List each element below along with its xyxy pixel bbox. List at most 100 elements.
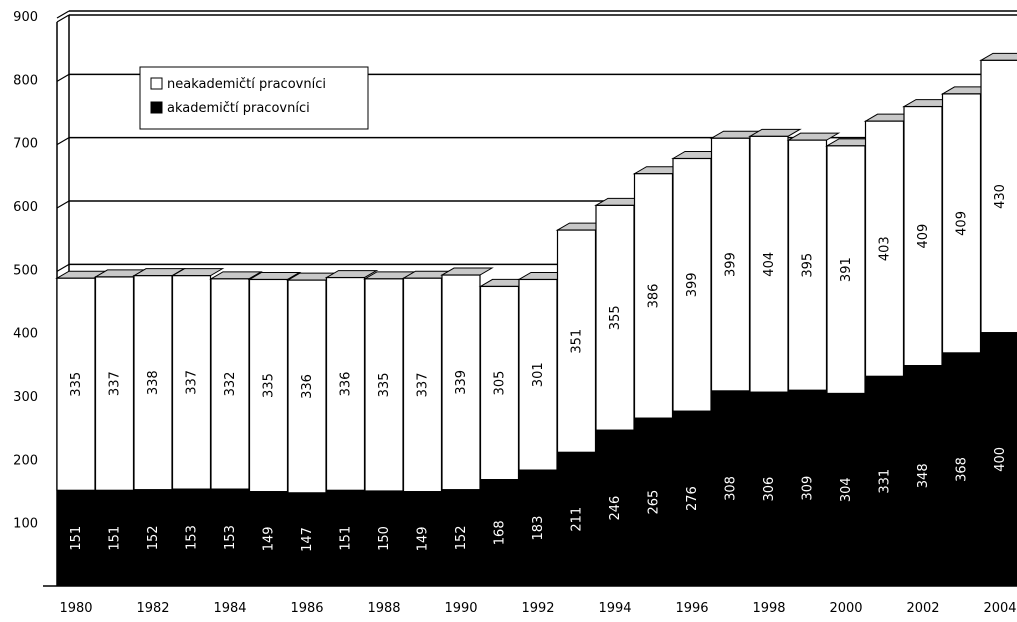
data-label-neakademicti: 301	[531, 362, 546, 387]
gridline	[56, 10, 70, 19]
y-tick-label: 200	[13, 453, 38, 468]
bar-akademicti	[403, 491, 442, 587]
bar-neakademicti	[287, 279, 327, 494]
bar-neakademicti	[133, 275, 173, 491]
data-label-neakademicti: 399	[724, 252, 739, 277]
bar-akademicti	[364, 490, 404, 587]
y-tick-label: 400	[13, 327, 38, 342]
legend-swatch-neakademicti	[150, 77, 163, 90]
data-label-akademicti: 400	[993, 447, 1008, 472]
bar-akademicti	[942, 352, 981, 587]
bar-akademicti	[980, 332, 1017, 587]
data-label-akademicti: 149	[416, 526, 431, 551]
bar-neakademicti	[710, 137, 751, 392]
y-tick-label: 300	[13, 390, 38, 405]
bar-akademicti	[480, 479, 519, 587]
y-tick-label: 800	[13, 73, 38, 88]
x-tick-label: 2004	[983, 601, 1016, 616]
data-label-akademicti: 151	[69, 526, 84, 551]
bar-akademicti	[865, 375, 904, 587]
data-label-akademicti: 183	[531, 516, 546, 541]
y-tick-labels: 100 200 300 400 500 600 700 800 900	[13, 10, 38, 532]
y-tick-label: 600	[13, 200, 38, 215]
bar-akademicti	[518, 469, 558, 587]
data-label-akademicti: 152	[146, 525, 161, 550]
bar-neakademicti	[633, 173, 674, 419]
y-tick-label: 700	[13, 137, 38, 152]
bar-akademicti	[441, 489, 481, 587]
legend-label-akademicti: akademičtí pracovníci	[167, 101, 310, 116]
data-label-akademicti: 309	[801, 476, 816, 501]
x-tick-label: 1990	[444, 601, 477, 616]
data-label-akademicti: 306	[762, 477, 777, 502]
data-label-neakademicti: 409	[916, 224, 931, 249]
gridline	[56, 263, 70, 272]
x-tick-label: 1986	[290, 601, 323, 616]
data-label-neakademicti: 305	[493, 371, 508, 396]
data-label-neakademicti: 403	[878, 236, 893, 261]
bar-akademicti	[903, 365, 943, 587]
bar-akademicti	[326, 489, 365, 587]
x-tick-label: 1988	[367, 601, 400, 616]
data-label-neakademicti: 430	[993, 184, 1008, 209]
bar-top-face	[786, 132, 841, 141]
legend: neakademičtí pracovníci akademičtí praco…	[139, 66, 369, 130]
x-tick-labels: 1980 1982 1984 1986 1988 1990 1992 1994 1996 1998…	[59, 601, 1016, 616]
data-label-neakademicti: 338	[146, 370, 161, 395]
data-label-akademicti: 152	[454, 525, 469, 550]
data-label-akademicti: 151	[108, 526, 123, 551]
data-label-neakademicti: 355	[608, 305, 623, 330]
bar-neakademicti	[171, 275, 212, 490]
bars: 335 151 337 151 338 152 337 153 332 153 335 149 336 1…	[55, 52, 1017, 587]
bar-akademicti	[672, 410, 712, 587]
data-label-neakademicti: 337	[108, 371, 123, 396]
x-tick-label: 1996	[675, 601, 708, 616]
y-tick-label: 500	[13, 263, 38, 278]
bar-akademicti	[595, 429, 635, 587]
legend-swatch-akademicti	[150, 101, 163, 114]
bar-akademicti	[172, 488, 211, 587]
data-label-akademicti: 149	[262, 526, 277, 551]
data-label-akademicti: 147	[300, 527, 315, 552]
bar-neakademicti	[402, 277, 443, 493]
data-label-neakademicti: 404	[762, 252, 777, 277]
bar-akademicti	[287, 492, 327, 587]
data-label-akademicti: 151	[339, 526, 354, 551]
bar-neakademicti	[672, 157, 712, 412]
bar-akademicti	[210, 488, 250, 587]
data-label-neakademicti: 351	[570, 329, 585, 354]
legend-label-neakademicti: neakademičtí pracovníci	[167, 77, 326, 92]
bar-neakademicti	[479, 285, 520, 481]
x-tick-label: 1984	[213, 601, 246, 616]
bar-neakademicti	[787, 139, 828, 391]
bar-neakademicti	[94, 276, 135, 491]
y-tick-label: 900	[13, 10, 38, 25]
gridline	[56, 200, 70, 209]
x-tick-label: 1980	[59, 601, 92, 616]
bar-neakademicti	[56, 277, 96, 491]
bar-akademicti	[634, 417, 673, 587]
gridline	[56, 14, 70, 23]
data-label-neakademicti: 386	[647, 284, 662, 309]
bar-neakademicti	[903, 105, 943, 367]
data-label-akademicti: 331	[878, 469, 893, 494]
data-label-neakademicti: 336	[339, 372, 354, 397]
data-label-akademicti: 304	[839, 477, 854, 502]
data-label-neakademicti: 391	[839, 257, 854, 282]
data-label-neakademicti: 335	[69, 372, 84, 397]
bar-akademicti	[749, 391, 789, 587]
data-label-akademicti: 265	[647, 490, 662, 515]
bar-akademicti	[788, 389, 827, 587]
data-label-neakademicti: 337	[416, 373, 431, 398]
data-label-akademicti: 276	[685, 486, 700, 511]
data-label-akademicti: 211	[570, 507, 585, 532]
bar-top-face	[440, 267, 494, 276]
x-tick-label: 1992	[521, 601, 554, 616]
data-label-neakademicti: 336	[300, 374, 315, 399]
data-label-neakademicti: 409	[955, 211, 970, 236]
gridline	[56, 73, 70, 82]
data-label-akademicti: 368	[955, 457, 970, 482]
bar-neakademicti	[980, 59, 1017, 334]
x-tick-label: 2002	[906, 601, 939, 616]
